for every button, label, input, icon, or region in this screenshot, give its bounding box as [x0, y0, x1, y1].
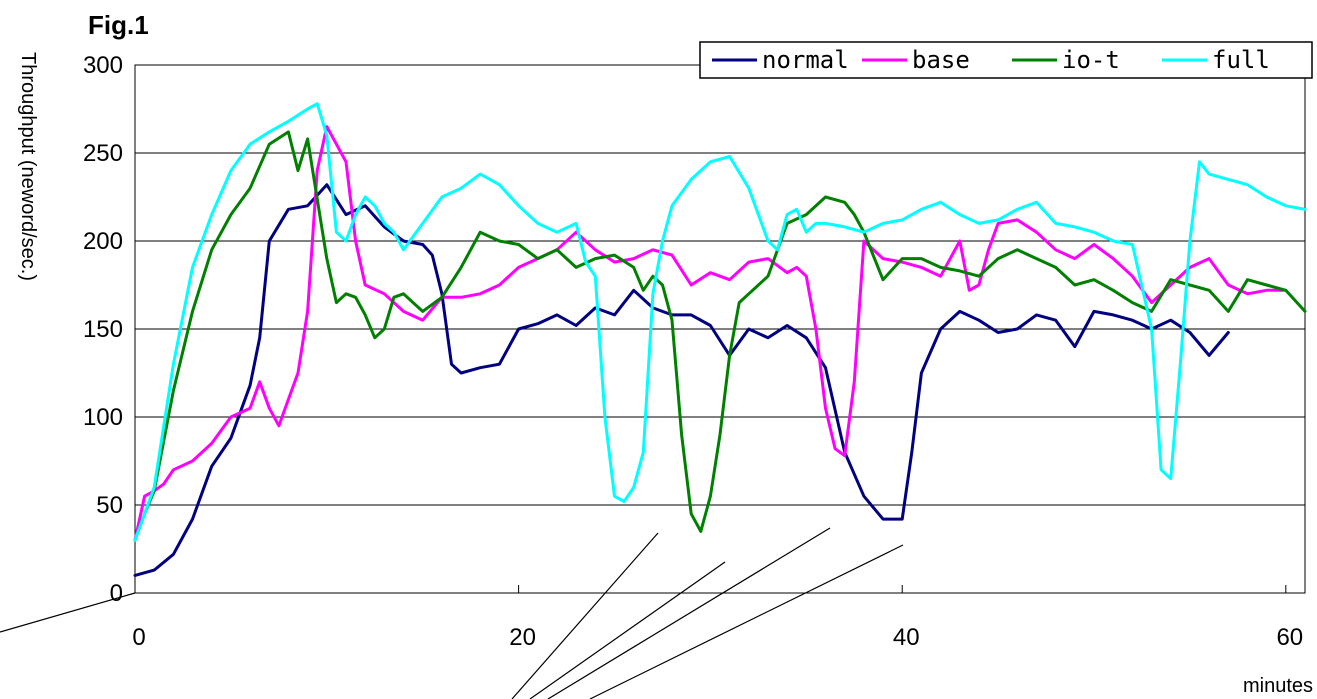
legend-box — [699, 41, 1313, 79]
series-lines — [133, 102, 1307, 577]
x-tick-label: 40 — [893, 624, 920, 651]
x-tick-label: 0 — [132, 624, 145, 651]
axis-tick-labels: 0 50 100 150 200 250 300 0 20 40 60 — [83, 52, 1303, 651]
y-tick-label: 0 — [110, 580, 123, 607]
y-tick-label: 200 — [83, 228, 123, 255]
y-tick-label: 250 — [83, 140, 123, 167]
gridlines — [134, 64, 1305, 594]
leader-line — [511, 532, 659, 699]
series-line-base — [133, 125, 1288, 542]
x-tick-label: 60 — [1276, 624, 1303, 651]
y-axis-label: Throughput (neword/sec.) — [17, 52, 39, 281]
leader-line — [0, 592, 136, 633]
x-tick-label: 20 — [509, 624, 536, 651]
legend-label-full: full — [1212, 46, 1270, 74]
legend-label-io-t: io-t — [1062, 46, 1120, 74]
y-tick-label: 50 — [96, 492, 123, 519]
legend-label-base: base — [912, 46, 970, 74]
legend: normal base io-t full — [699, 41, 1313, 79]
leader-line — [547, 527, 831, 699]
series-line-full — [133, 102, 1307, 542]
annotation-leader-lines — [0, 527, 904, 699]
legend-label-normal: normal — [762, 46, 849, 74]
y-tick-label: 150 — [83, 316, 123, 343]
leader-line — [529, 561, 726, 699]
x-axis-label: minutes — [1243, 675, 1313, 697]
leader-line — [589, 544, 904, 699]
series-line-io-t — [133, 130, 1307, 542]
figure-label: Fig.1 — [88, 10, 149, 40]
series-line-normal — [133, 183, 1230, 577]
y-tick-label: 100 — [83, 404, 123, 431]
y-tick-label: 300 — [83, 52, 123, 79]
